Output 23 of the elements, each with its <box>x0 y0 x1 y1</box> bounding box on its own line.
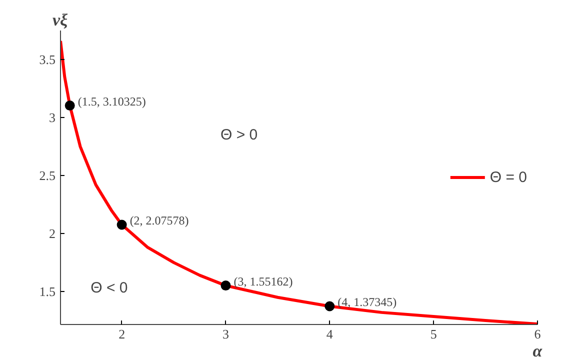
y-axis-title: νξ <box>52 10 68 30</box>
y-tick-label: 1.5 <box>39 284 56 300</box>
x-tick-label: 6 <box>534 326 542 342</box>
x-tick-label: 4 <box>326 326 334 342</box>
point <box>64 100 75 111</box>
y-tick-label: 2 <box>49 226 56 242</box>
x-axis-title: α <box>532 342 543 360</box>
point <box>324 301 335 312</box>
annotation: Θ > 0 <box>220 126 258 144</box>
legend-label: Θ = 0 <box>490 168 527 186</box>
x-tick-label: 2 <box>118 326 126 342</box>
annotation: (4, 1.37345) <box>338 295 397 310</box>
annotation: (3, 1.55162) <box>234 274 293 289</box>
annotation: (2, 2.07578) <box>130 214 189 228</box>
point <box>220 280 231 291</box>
annotation: (1.5, 3.10325) <box>78 94 146 109</box>
x-tick-label: 5 <box>430 326 437 342</box>
x-tick-label: 3 <box>222 326 229 342</box>
y-tick-label: 2.5 <box>39 168 56 184</box>
y-tick-label: 3.5 <box>39 52 56 68</box>
annotation: Θ < 0 <box>90 280 128 297</box>
y-tick-label: 3 <box>49 110 56 126</box>
point <box>116 220 127 230</box>
